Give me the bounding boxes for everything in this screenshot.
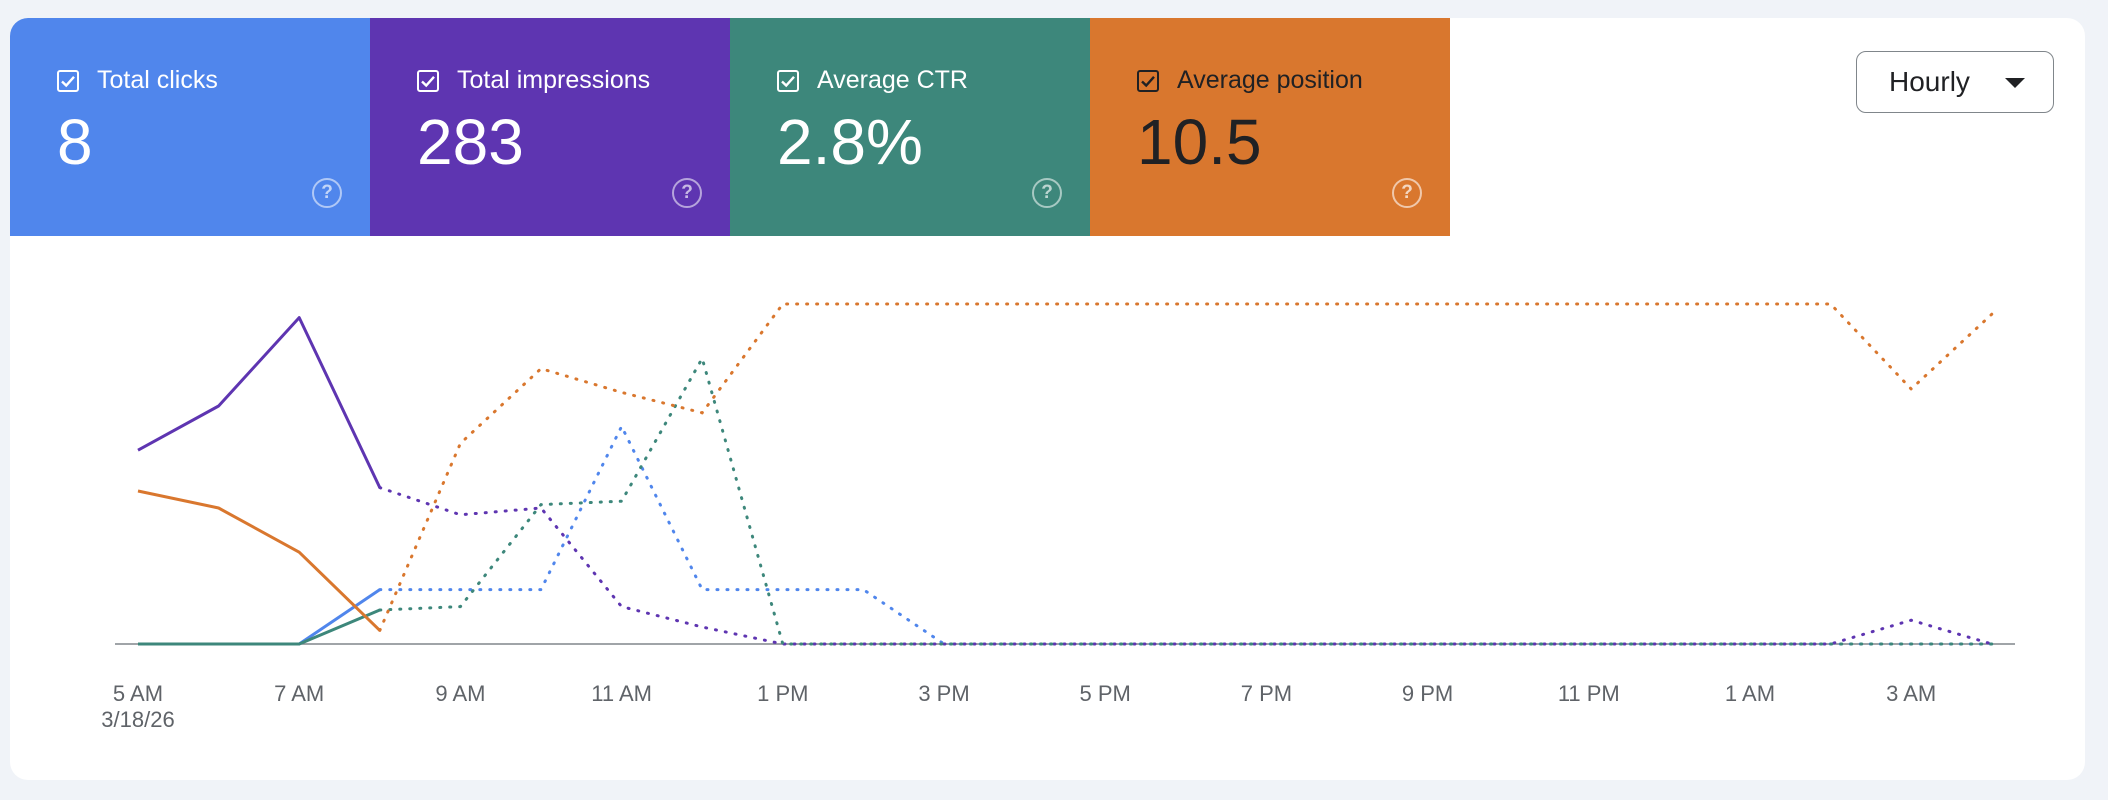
tile-total-impressions[interactable]: Total impressions 283 ?	[370, 18, 730, 236]
x-tick-sublabel: 3/18/26	[101, 707, 174, 732]
series-line-average-ctr-dotted	[378, 354, 1994, 646]
x-tick-label: 7 AM	[274, 681, 324, 706]
tile-label: Average position	[1177, 66, 1363, 94]
x-tick-label: 5 PM	[1080, 681, 1131, 706]
tile-value: 2.8%	[777, 106, 923, 178]
tile-label: Average CTR	[817, 66, 968, 94]
granularity-selected: Hourly	[1889, 66, 1970, 97]
performance-card: Total clicks 8 ? Total impressions 283 ?…	[10, 18, 2085, 780]
x-tick-label: 9 PM	[1402, 681, 1453, 706]
x-tick-label: 9 AM	[435, 681, 485, 706]
tile-label: Total clicks	[97, 66, 218, 94]
checkbox-checked-icon[interactable]	[417, 69, 439, 92]
series-line-total-impressions-dotted	[378, 486, 1994, 646]
x-tick-label: 1 PM	[757, 681, 808, 706]
help-icon[interactable]: ?	[1032, 178, 1062, 208]
x-tick-label: 7 PM	[1241, 681, 1292, 706]
caret-down-icon	[2005, 78, 2025, 88]
tile-average-ctr[interactable]: Average CTR 2.8% ?	[730, 18, 1090, 236]
x-tick-label: 11 AM	[591, 681, 652, 706]
tile-value: 8	[57, 106, 93, 178]
x-tick-label: 5 AM	[113, 681, 163, 706]
tile-label: Total impressions	[457, 66, 651, 94]
tile-average-position[interactable]: Average position 10.5 ?	[1090, 18, 1450, 236]
checkbox-checked-icon[interactable]	[1137, 69, 1159, 92]
help-icon[interactable]: ?	[312, 178, 342, 208]
series-line-average-ctr-solid	[138, 608, 381, 646]
help-icon[interactable]: ?	[1392, 178, 1422, 208]
tile-value: 10.5	[1137, 106, 1262, 178]
performance-chart: 5 AM 7 AM 9 AM 11 AM 1 PM 3 PM 5 PM 7 PM 9 PM 11 …	[101, 302, 2015, 732]
checkbox-checked-icon[interactable]	[57, 69, 79, 92]
series-line-average-position-dotted	[378, 302, 1994, 632]
metric-tiles: Total clicks 8 ? Total impressions 283 ?…	[10, 18, 1450, 236]
x-tick-label: 3 AM	[1886, 681, 1936, 706]
tile-total-clicks[interactable]: Total clicks 8 ?	[10, 18, 370, 236]
tile-value: 283	[417, 106, 524, 178]
x-tick-label: 3 PM	[918, 681, 969, 706]
series-line-total-impressions-solid	[137, 316, 382, 489]
granularity-dropdown[interactable]: Hourly	[1856, 51, 2054, 113]
series-line-total-clicks-dotted	[378, 423, 1994, 646]
series-line-average-position-solid	[137, 489, 381, 632]
x-tick-label: 1 AM	[1725, 681, 1775, 706]
x-tick-label: 11 PM	[1558, 681, 1620, 706]
help-icon[interactable]: ?	[672, 178, 702, 208]
checkbox-checked-icon[interactable]	[777, 69, 799, 92]
series-line-total-clicks-solid	[138, 588, 381, 646]
